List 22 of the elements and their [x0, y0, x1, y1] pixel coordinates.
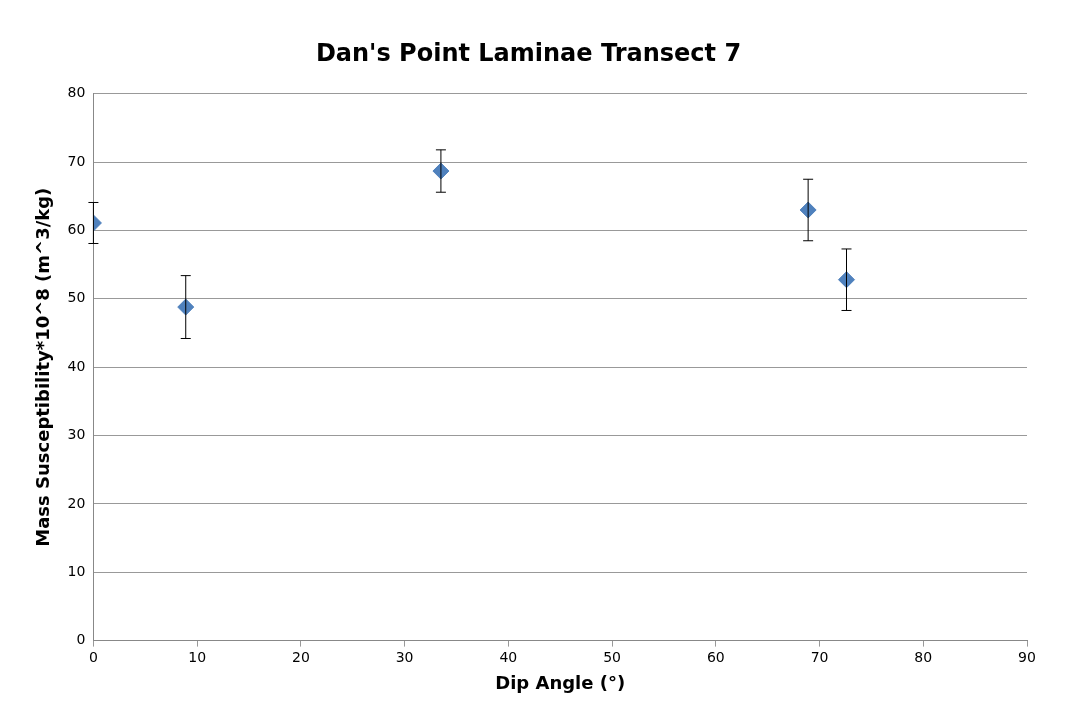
x-tick-label: 80 [914, 648, 933, 665]
y-tick-label: 30 [67, 426, 86, 443]
x-axis-title: Dip Angle (°) [495, 671, 626, 693]
x-tick-label: 50 [603, 648, 621, 665]
x-tick-label: 40 [499, 648, 518, 665]
y-tick-label: 70 [67, 152, 86, 169]
x-tick-label: 90 [1018, 648, 1036, 665]
y-tick-label: 20 [67, 494, 86, 511]
y-tick-label: 60 [67, 221, 86, 238]
y-tick-label: 80 [67, 84, 86, 101]
x-tick-label: 70 [810, 648, 829, 665]
chart-title: Dan's Point Laminae Transect 7 [315, 38, 742, 67]
y-tick-label: 0 [76, 631, 86, 648]
y-tick-label: 40 [67, 357, 86, 374]
x-tick-label: 0 [88, 648, 98, 665]
y-tick-label: 50 [67, 289, 86, 306]
x-tick-label: 30 [395, 648, 414, 665]
x-tick-label: 60 [706, 648, 725, 665]
x-tick-label: 20 [291, 648, 310, 665]
y-axis-title: Mass Susceptibility*10^8 (m^3/kg) [32, 187, 54, 547]
y-tick-label: 10 [67, 562, 86, 579]
x-tick-label: 10 [188, 648, 207, 665]
